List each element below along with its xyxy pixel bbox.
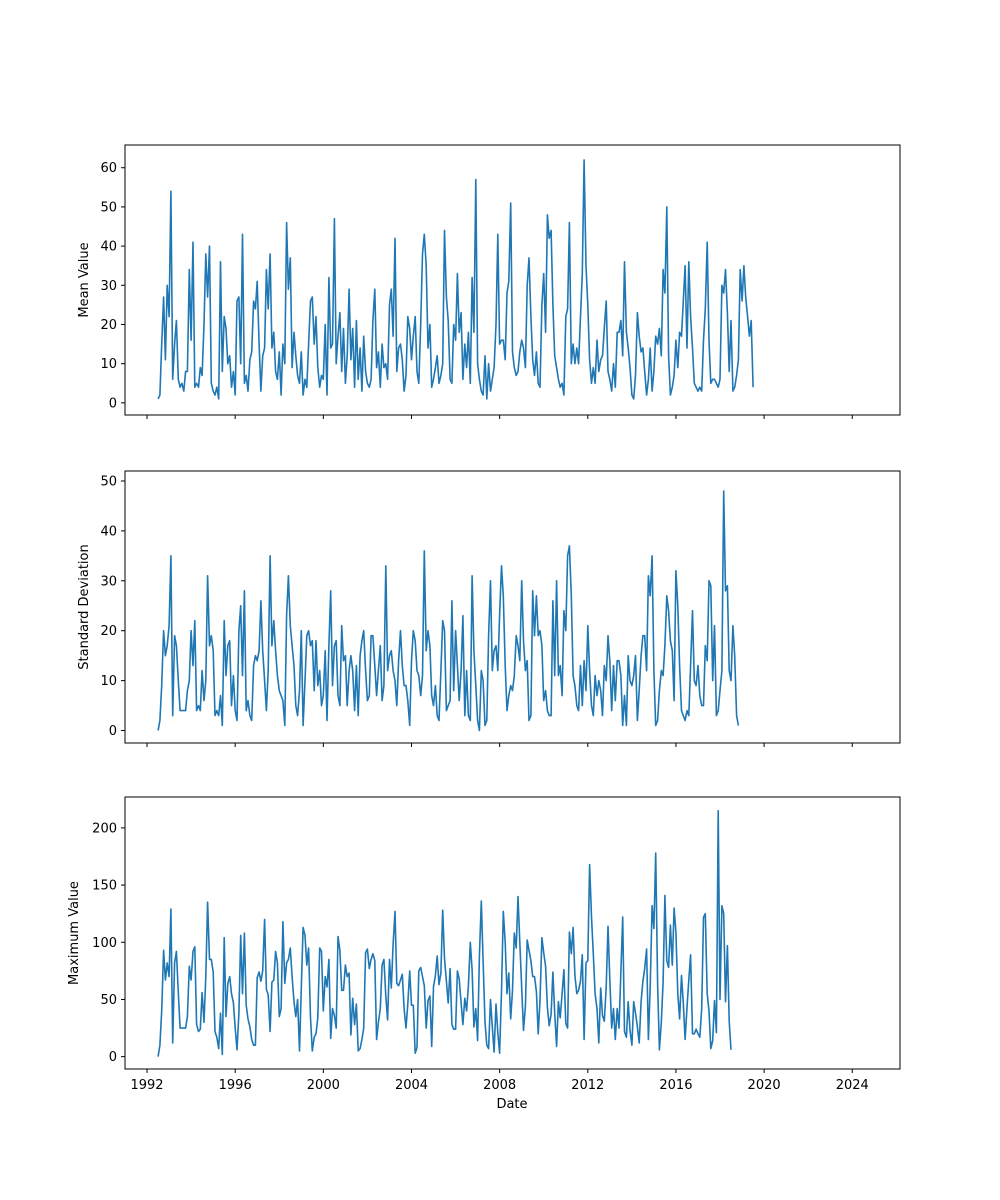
x-tick-label: 1996 bbox=[219, 1078, 252, 1093]
mean-series-line bbox=[157, 159, 754, 400]
mean-y-tick-label: 10 bbox=[100, 357, 117, 372]
mean-x-ticks bbox=[146, 415, 853, 419]
panel-std: 0 10 20 30 40 50 Standard Deviation bbox=[77, 470, 901, 747]
max-y-tick-label: 100 bbox=[92, 936, 117, 951]
std-x-ticks bbox=[146, 743, 853, 747]
mean-y-tick-label: 30 bbox=[100, 279, 117, 294]
mean-y-tick-label: 50 bbox=[100, 200, 117, 215]
std-y-tick-label: 0 bbox=[109, 724, 117, 739]
max-y-tick-label: 50 bbox=[100, 993, 117, 1008]
max-plot-area bbox=[157, 809, 732, 1057]
mean-y-axis-title: Mean Value bbox=[77, 242, 92, 317]
panel-max: 0 50 100 150 200 1992 1996 2000 2004 2008 2012 201… bbox=[67, 796, 901, 1093]
std-plot-area bbox=[157, 490, 740, 732]
max-x-ticks: 1992 1996 2000 2004 2008 2012 2016 2020 2024 bbox=[130, 1069, 869, 1093]
max-y-tick-label: 200 bbox=[92, 821, 117, 836]
std-y-ticks: 0 10 20 30 40 50 bbox=[100, 474, 125, 739]
x-tick-label: 2016 bbox=[659, 1078, 692, 1093]
max-series-line bbox=[157, 809, 732, 1057]
mean-y-tick-label: 0 bbox=[109, 396, 117, 411]
x-tick-label: 1992 bbox=[130, 1078, 163, 1093]
max-axes-frame bbox=[124, 796, 901, 1070]
panel-mean: 0 10 20 30 40 50 60 Mean Value bbox=[77, 144, 901, 419]
std-axes-frame bbox=[124, 470, 901, 744]
mean-y-tick-label: 20 bbox=[100, 318, 117, 333]
std-y-axis-title: Standard Deviation bbox=[77, 544, 92, 669]
mean-y-ticks: 0 10 20 30 40 50 60 bbox=[100, 161, 125, 411]
x-tick-label: 2012 bbox=[571, 1078, 604, 1093]
x-tick-label: 2024 bbox=[836, 1078, 869, 1093]
max-y-tick-label: 150 bbox=[92, 879, 117, 894]
std-series-line bbox=[157, 490, 740, 732]
mean-y-tick-label: 60 bbox=[100, 161, 117, 176]
std-y-tick-label: 50 bbox=[100, 474, 117, 489]
std-y-tick-label: 10 bbox=[100, 674, 117, 689]
std-y-tick-label: 40 bbox=[100, 524, 117, 539]
x-tick-label: 2020 bbox=[748, 1078, 781, 1093]
std-y-tick-label: 20 bbox=[100, 624, 117, 639]
max-y-tick-label: 0 bbox=[109, 1050, 117, 1065]
mean-axes-frame bbox=[124, 144, 901, 416]
x-tick-label: 2008 bbox=[483, 1078, 516, 1093]
mean-y-tick-label: 40 bbox=[100, 240, 117, 255]
mean-plot-area bbox=[157, 159, 754, 400]
x-axis-title: Date bbox=[496, 1097, 527, 1112]
std-y-tick-label: 30 bbox=[100, 574, 117, 589]
max-y-ticks: 0 50 100 150 200 bbox=[92, 821, 125, 1065]
max-y-axis-title: Maximum Value bbox=[67, 881, 82, 985]
x-tick-label: 2004 bbox=[395, 1078, 428, 1093]
x-tick-label: 2000 bbox=[307, 1078, 340, 1093]
